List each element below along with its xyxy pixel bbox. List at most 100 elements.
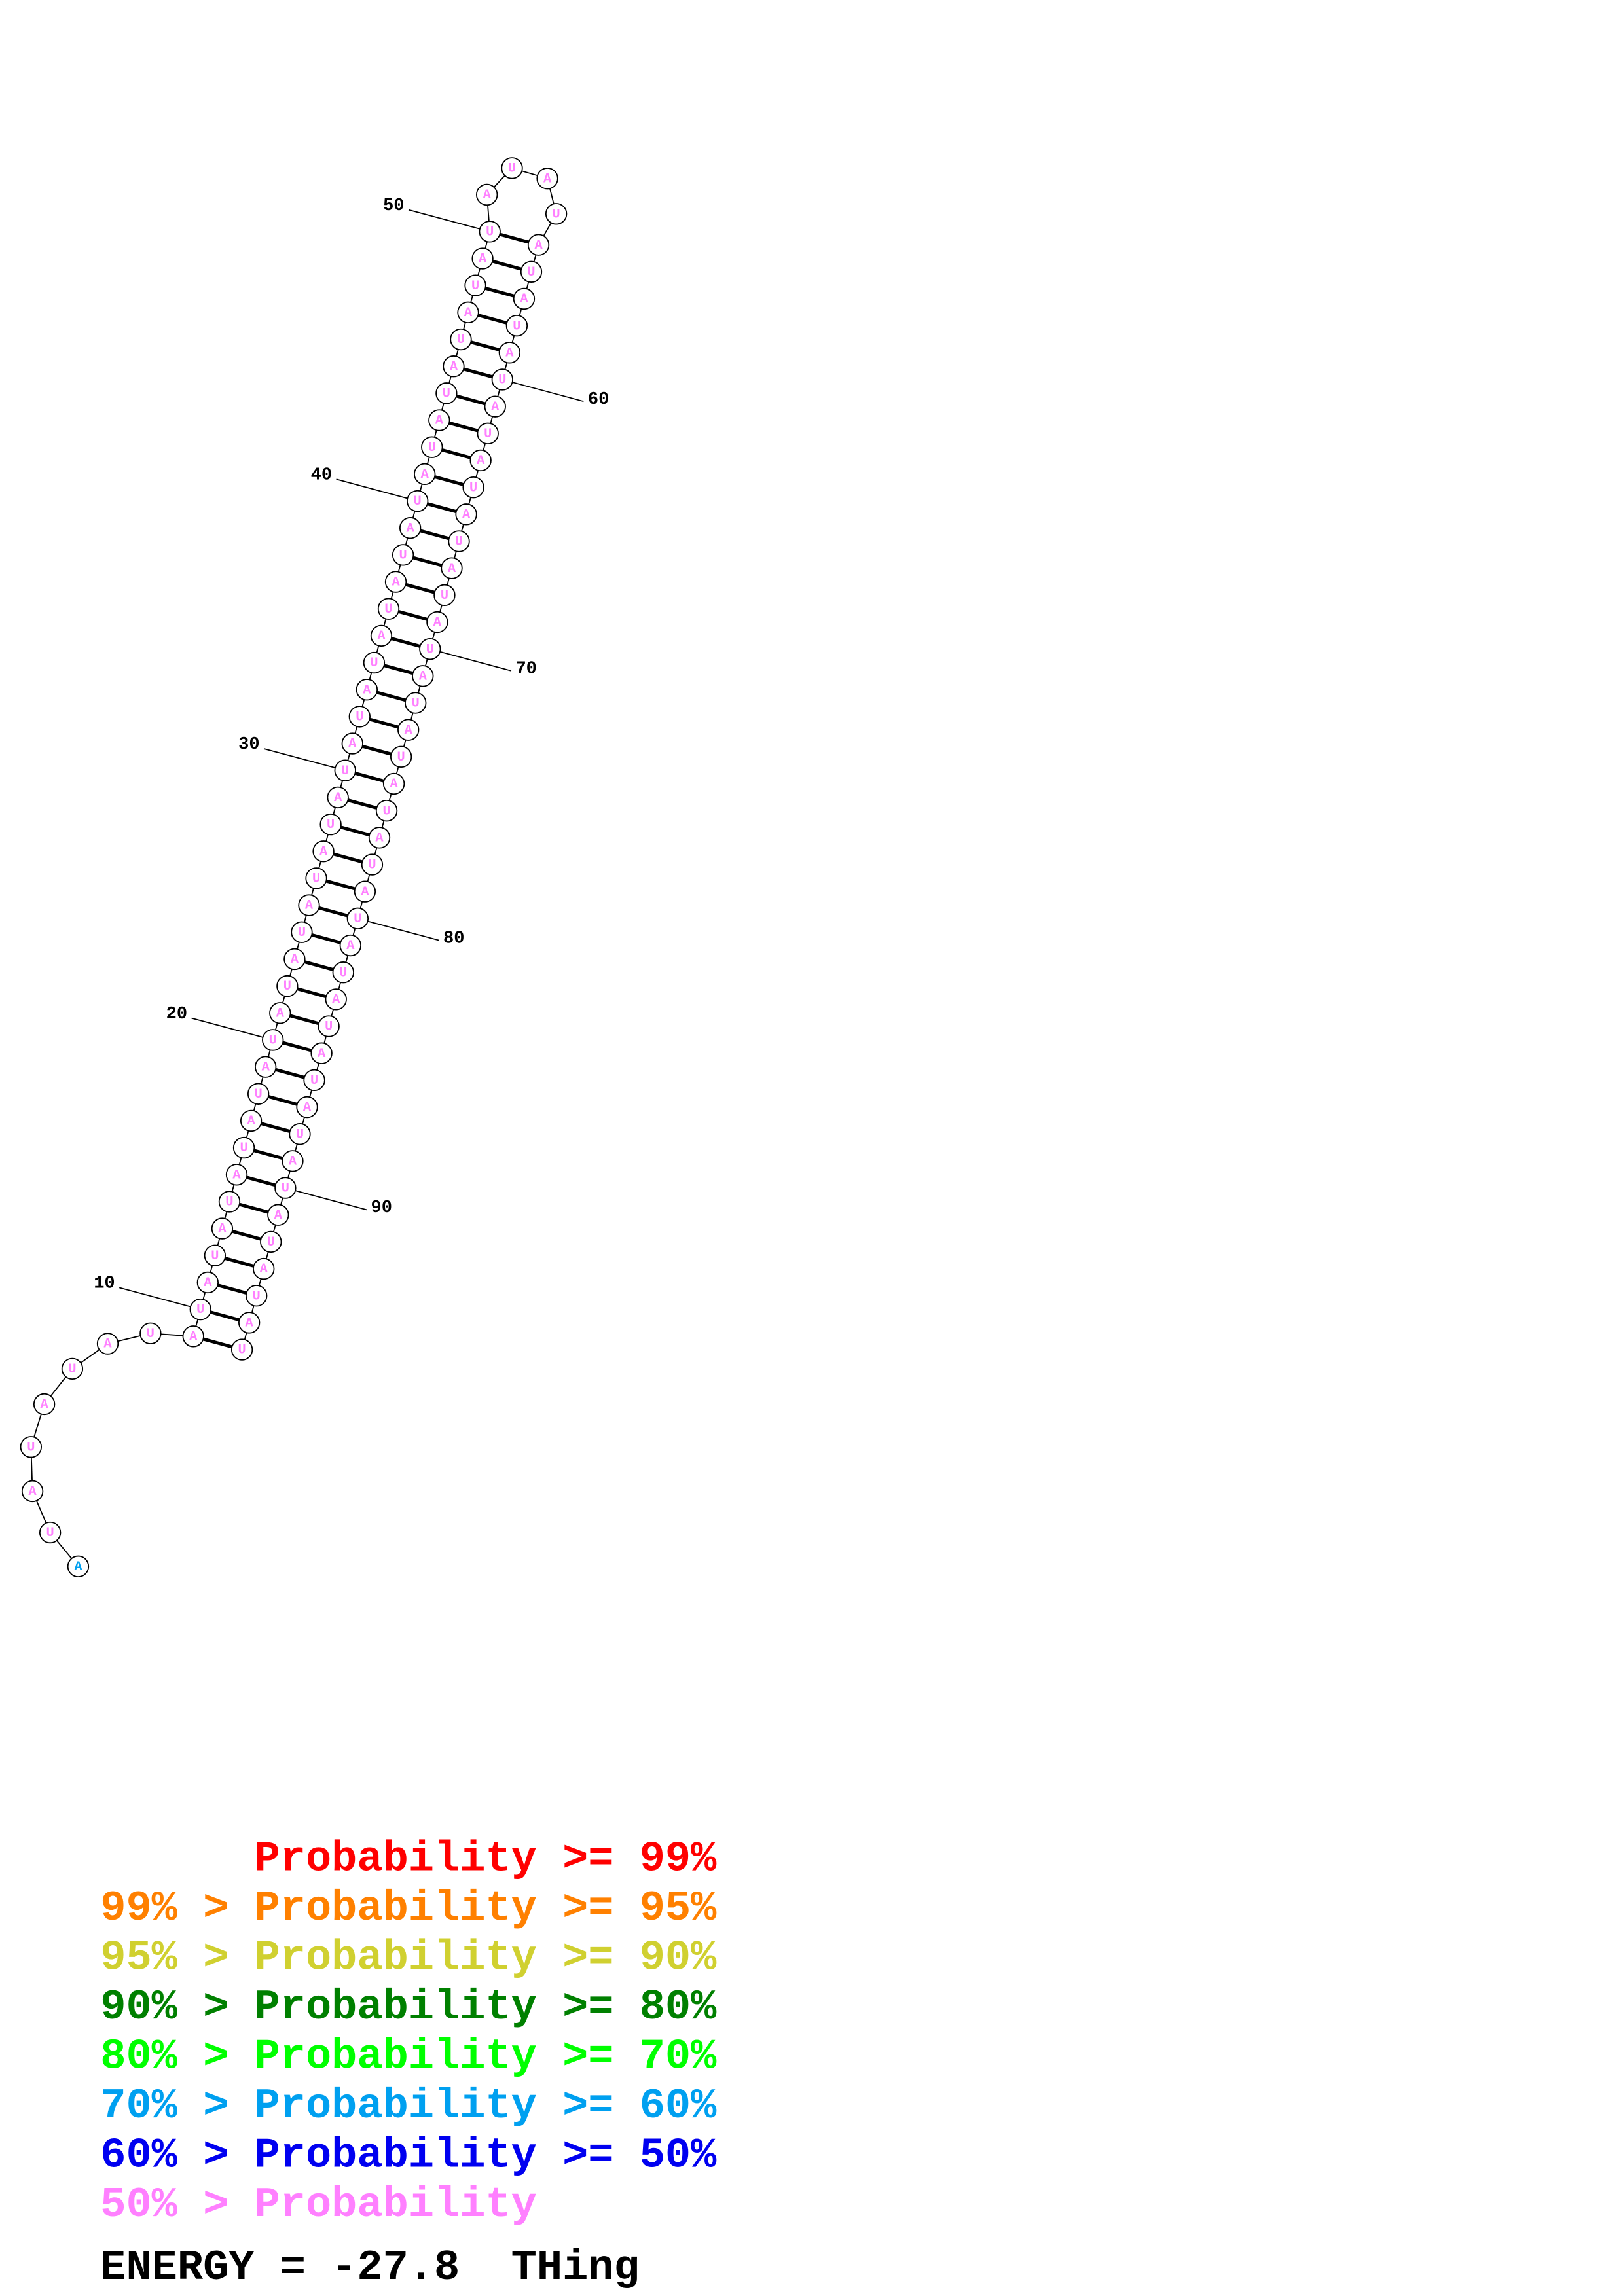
- base-letter: U: [426, 642, 434, 657]
- legend-entry: 90% > Probability >= 80%: [100, 1983, 717, 2032]
- base-letter: A: [392, 575, 400, 590]
- base-pair: [361, 744, 392, 756]
- base-letter: U: [354, 912, 361, 927]
- base-letter: U: [283, 979, 291, 994]
- nucleotide: [312, 840, 335, 863]
- nucleotide: [356, 679, 378, 701]
- nucleotide: [39, 1521, 62, 1544]
- base-letter: A: [274, 1208, 283, 1223]
- nucleotide: [397, 719, 420, 741]
- nucleotide: [341, 732, 363, 755]
- nucleotide: [247, 1083, 270, 1105]
- base-pair: [376, 691, 407, 702]
- base-letter: A: [28, 1484, 37, 1499]
- nucleotide: [289, 1123, 311, 1145]
- nucleotide: [545, 203, 568, 225]
- nucleotide: [363, 651, 386, 674]
- base-letter: A: [247, 1114, 256, 1129]
- base-pair: [304, 960, 334, 971]
- base-letter: A: [319, 844, 328, 859]
- base-pair: [398, 609, 428, 621]
- position-tick: [119, 1287, 191, 1308]
- nucleotide: [414, 463, 436, 486]
- base-pair: [231, 1229, 262, 1241]
- legend-entry: 80% > Probability >= 70%: [100, 2033, 717, 2081]
- nucleotide: [471, 247, 494, 270]
- base-letter: A: [260, 1262, 268, 1277]
- base-letter: A: [232, 1168, 241, 1183]
- nucleotide: [457, 301, 479, 324]
- base-letter: U: [339, 965, 347, 980]
- base-letter: A: [305, 899, 314, 914]
- nucleotide: [346, 907, 369, 930]
- base-letter: U: [310, 1073, 318, 1088]
- base-pair: [282, 1041, 312, 1052]
- position-tick: [336, 478, 408, 499]
- base-letter: U: [397, 750, 405, 765]
- base-pair: [202, 1337, 233, 1349]
- nucleotide: [262, 1029, 284, 1051]
- base-letter: A: [204, 1276, 212, 1291]
- nucleotide: [20, 1436, 43, 1458]
- base-letter: U: [240, 1141, 247, 1156]
- position-label: 80: [443, 928, 464, 948]
- nucleotide: [282, 1150, 304, 1172]
- base-letter: A: [332, 992, 340, 1007]
- base-letter: U: [282, 1181, 289, 1196]
- nucleotide: [232, 1136, 255, 1159]
- nucleotide: [230, 1338, 253, 1361]
- base-letter: A: [419, 669, 428, 684]
- legend-entry: 99% > Probability >= 95%: [100, 1884, 717, 1933]
- base-letter: U: [455, 535, 463, 550]
- position-label: 70: [515, 659, 536, 679]
- base-letter: U: [399, 548, 407, 564]
- base-letter: A: [361, 885, 369, 900]
- nucleotide: [476, 183, 498, 206]
- base-pair: [333, 852, 363, 864]
- position-label: 50: [383, 196, 404, 216]
- nucleotide: [269, 1002, 291, 1024]
- base-letter: A: [464, 306, 473, 321]
- nucleotide: [291, 921, 313, 943]
- nucleotide: [527, 234, 550, 256]
- nucleotide: [382, 772, 405, 795]
- nucleotide: [464, 274, 486, 296]
- base-letter: A: [491, 400, 500, 415]
- base-letter: A: [505, 346, 514, 361]
- base-pair: [470, 340, 500, 352]
- nucleotide: [384, 571, 407, 593]
- base-pair: [492, 259, 522, 271]
- nucleotide: [218, 1191, 241, 1213]
- base-letter: U: [412, 696, 420, 711]
- nucleotide: [319, 813, 342, 836]
- base-letter: U: [269, 1033, 277, 1049]
- base-pair: [427, 502, 457, 514]
- nucleotide: [399, 517, 422, 539]
- base-letter: U: [513, 319, 520, 334]
- base-letter: A: [334, 791, 342, 806]
- base-pair: [456, 394, 486, 406]
- base-pair: [391, 637, 421, 648]
- base-letter: A: [246, 1316, 254, 1331]
- base-letter: U: [384, 602, 392, 617]
- nucleotide: [61, 1357, 84, 1380]
- nucleotide: [67, 1555, 90, 1578]
- base-pair: [297, 987, 327, 999]
- nucleotide: [246, 1285, 268, 1307]
- base-letter: U: [484, 427, 492, 442]
- position-label: 30: [238, 734, 259, 755]
- position-label: 90: [371, 1198, 392, 1218]
- nucleotide: [276, 975, 299, 997]
- base-letter: A: [74, 1560, 82, 1575]
- base-letter: U: [327, 817, 335, 833]
- position-label: 60: [588, 389, 609, 410]
- position-tick: [367, 920, 439, 941]
- base-pair: [405, 583, 435, 594]
- position-tick: [439, 651, 512, 672]
- base-letter: A: [543, 171, 552, 187]
- base-letter: A: [291, 952, 299, 967]
- base-letter: A: [375, 831, 384, 846]
- nucleotide: [139, 1322, 162, 1344]
- nucleotide: [441, 557, 463, 579]
